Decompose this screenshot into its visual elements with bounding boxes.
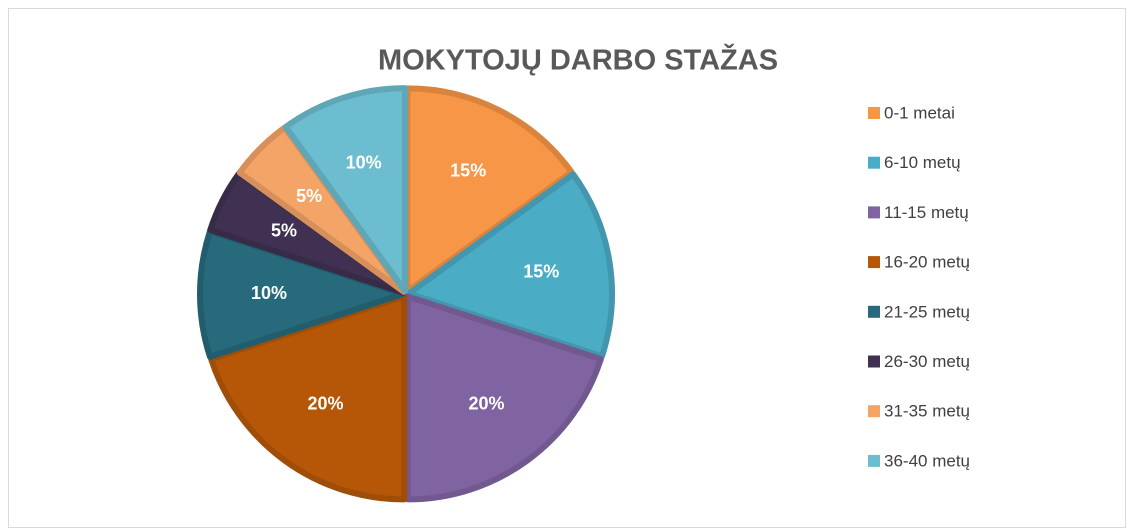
data-label: 10%	[251, 283, 287, 303]
legend-label: 36-40 metų	[884, 451, 970, 470]
legend-label: 21-25 metų	[884, 302, 970, 321]
legend-swatch	[868, 454, 880, 467]
legend-swatch	[868, 256, 880, 269]
legend-label: 16-20 metų	[884, 253, 970, 272]
chart: MOKYTOJŲ DARBO STAŽAS 15% 15% 20% 20% 10% 5% 5…	[197, 43, 970, 503]
pie-slice	[208, 293, 408, 503]
chart-title: MOKYTOJŲ DARBO STAŽAS	[378, 43, 778, 77]
legend-label: 31-35 metų	[884, 402, 970, 421]
legend-swatch	[868, 305, 880, 318]
pie-slice	[197, 228, 406, 360]
legend-swatch	[868, 405, 880, 418]
data-label: 10%	[346, 152, 382, 172]
data-label: 20%	[468, 394, 504, 414]
legend-swatch	[868, 355, 880, 368]
data-label: 15%	[450, 161, 486, 181]
legend-label: 0-1 metai	[884, 103, 955, 122]
pie-slice	[282, 85, 409, 295]
legend-label: 26-30 metų	[884, 352, 970, 371]
pie-slice	[404, 293, 604, 503]
legend-label: 6-10 metų	[884, 153, 961, 172]
pie-slice	[404, 85, 575, 295]
legend-label: 11-15 metų	[884, 203, 969, 222]
data-label: 5%	[296, 186, 322, 206]
legend-swatch	[868, 206, 880, 219]
data-label: 15%	[523, 261, 559, 281]
pie-slice	[405, 171, 615, 360]
data-label: 5%	[271, 221, 297, 241]
data-label: 20%	[307, 394, 343, 414]
legend-swatch	[868, 107, 880, 119]
legend-swatch	[868, 156, 880, 169]
